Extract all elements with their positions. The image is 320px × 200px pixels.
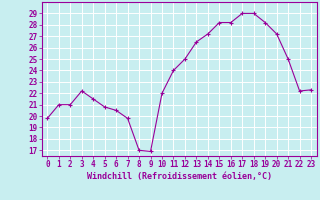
X-axis label: Windchill (Refroidissement éolien,°C): Windchill (Refroidissement éolien,°C) <box>87 172 272 181</box>
